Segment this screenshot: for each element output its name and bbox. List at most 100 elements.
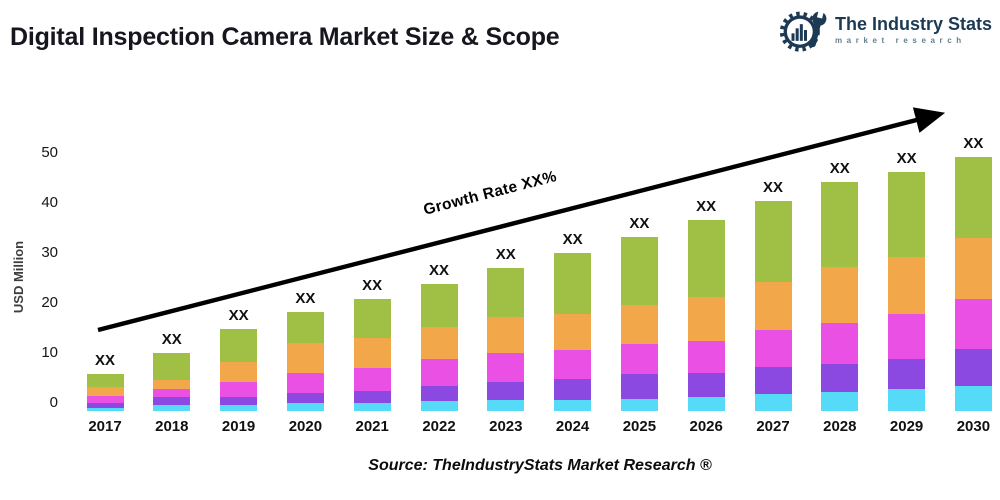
- x-tick-label: 2023: [489, 418, 523, 435]
- y-tick-label: 30: [41, 244, 58, 261]
- bar-segment: [220, 362, 258, 382]
- bar-segment: [420, 284, 458, 327]
- bar-segment: [620, 399, 658, 411]
- bar-value-label: XX: [762, 179, 783, 196]
- bar-segment: [487, 268, 525, 317]
- bar-segment: [286, 312, 324, 343]
- bar-value-label: XX: [161, 331, 182, 348]
- bar-value-label: XX: [696, 198, 717, 215]
- x-tick-label: 2020: [288, 418, 323, 435]
- bar-segment: [687, 397, 725, 411]
- bar-segment: [620, 305, 658, 344]
- bar-value-label: XX: [963, 135, 984, 152]
- bar-value-label: XX: [495, 246, 516, 263]
- bar-segment: [620, 344, 658, 374]
- bar-segment: [754, 201, 792, 282]
- bar-segment: [821, 267, 859, 323]
- bar-segment: [954, 299, 992, 349]
- bar-segment: [220, 405, 258, 411]
- bar-segment: [86, 396, 124, 403]
- y-tick-label: 50: [41, 144, 58, 161]
- bar-segment: [888, 257, 926, 314]
- bar-segment: [754, 394, 792, 411]
- y-tick-label: 20: [41, 294, 58, 311]
- bar-segment: [487, 317, 525, 353]
- bar-segment: [554, 253, 592, 314]
- gear-wrench-chart-icon: [779, 9, 827, 52]
- bar-segment: [821, 182, 859, 267]
- y-tick-label: 40: [41, 194, 58, 211]
- bar-segment: [888, 172, 926, 257]
- bar-value-label: XX: [94, 352, 115, 369]
- bar-value-label: XX: [829, 160, 850, 177]
- logo-tagline: market research: [834, 35, 966, 45]
- bar-segment: [353, 391, 391, 403]
- page-title: Digital Inspection Camera Market Size & …: [10, 22, 560, 51]
- bar-segment: [554, 400, 592, 411]
- x-tick-label: 2030: [956, 418, 991, 435]
- bar-segment: [821, 364, 859, 392]
- x-tick-label: 2022: [422, 418, 456, 435]
- logo-text: The Industry Stats market research: [834, 13, 992, 45]
- x-tick-label: 2029: [889, 418, 924, 435]
- bar-segment: [420, 359, 458, 386]
- bar-segment: [153, 380, 191, 389]
- bar-segment: [353, 338, 391, 368]
- bar-value-label: XX: [362, 277, 383, 294]
- bar-segment: [554, 379, 592, 400]
- x-tick-label: 2024: [555, 418, 590, 435]
- bar-value-label: XX: [295, 290, 316, 307]
- bar-segment: [153, 389, 191, 397]
- bar-segment: [821, 392, 859, 411]
- bar-segment: [286, 343, 324, 373]
- bar-segment: [821, 323, 859, 364]
- bar-segment: [153, 405, 191, 411]
- bar-value-label: XX: [428, 262, 449, 279]
- bar-segment: [888, 389, 926, 411]
- bar-segment: [220, 329, 258, 362]
- bar-segment: [554, 350, 592, 379]
- bar-segment: [286, 393, 324, 403]
- bar-segment: [754, 330, 792, 367]
- bar-segment: [687, 373, 725, 397]
- y-tick-label: 10: [41, 344, 58, 361]
- x-tick-label: 2026: [689, 418, 723, 435]
- bar-segment: [888, 314, 926, 359]
- x-tick-label: 2019: [221, 418, 256, 435]
- bar-segment: [687, 220, 725, 297]
- bar-segment: [620, 374, 658, 399]
- bar-segment: [554, 314, 592, 350]
- x-tick-label: 2017: [88, 418, 122, 435]
- bar-segment: [153, 397, 191, 405]
- bar-segment: [620, 237, 658, 305]
- bar-segment: [86, 387, 124, 396]
- x-tick-label: 2028: [823, 418, 857, 435]
- x-tick-label: 2021: [355, 418, 389, 435]
- bar-segment: [487, 400, 525, 411]
- bar-segment: [353, 299, 391, 338]
- x-tick-label: 2027: [756, 418, 790, 435]
- bar-value-label: XX: [896, 150, 917, 167]
- bar-segment: [954, 238, 992, 299]
- y-axis-title: USD Million: [11, 240, 26, 314]
- logo-name: The Industry Stats: [834, 13, 992, 34]
- bar-segment: [86, 374, 124, 387]
- bar-segment: [420, 401, 458, 411]
- bar-segment: [420, 327, 458, 359]
- bar-segment: [687, 297, 725, 341]
- bar-segment: [954, 386, 992, 411]
- x-tick-label: 2018: [155, 418, 189, 435]
- bar-segment: [86, 403, 124, 408]
- bar-value-label: XX: [228, 307, 249, 324]
- bar-segment: [286, 373, 324, 393]
- y-tick-label: 0: [49, 394, 58, 411]
- bar-segment: [954, 349, 992, 386]
- bar-value-label: XX: [629, 215, 650, 232]
- bar-value-label: XX: [562, 231, 583, 248]
- x-tick-label: 2025: [622, 418, 657, 435]
- bar-segment: [353, 403, 391, 411]
- bar-segment: [220, 382, 258, 397]
- industry-stats-logo: The Industry Stats market research: [779, 6, 992, 54]
- bar-segment: [420, 386, 458, 401]
